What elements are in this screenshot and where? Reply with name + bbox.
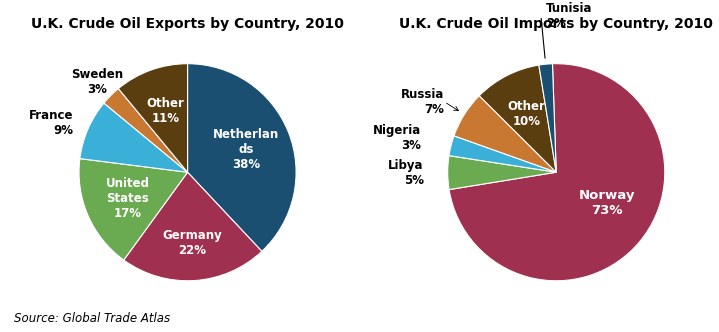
Text: Libya
5%: Libya 5% (388, 159, 423, 187)
Wedge shape (124, 172, 262, 281)
Wedge shape (188, 64, 296, 251)
Text: Tunisia
2%: Tunisia 2% (546, 2, 592, 30)
Wedge shape (539, 64, 557, 172)
Text: Netherlan
ds
38%: Netherlan ds 38% (213, 127, 279, 171)
Text: France
9%: France 9% (29, 109, 73, 137)
Text: Norway
73%: Norway 73% (579, 189, 636, 217)
Wedge shape (454, 96, 557, 172)
Wedge shape (79, 159, 188, 260)
Wedge shape (104, 89, 188, 172)
Wedge shape (448, 156, 557, 190)
Text: Nigeria
3%: Nigeria 3% (373, 124, 421, 152)
Wedge shape (119, 64, 188, 172)
Wedge shape (449, 64, 665, 281)
Title: U.K. Crude Oil Exports by Country, 2010: U.K. Crude Oil Exports by Country, 2010 (31, 17, 344, 31)
Wedge shape (449, 136, 557, 172)
Text: United
States
17%: United States 17% (106, 177, 150, 219)
Text: Germany
22%: Germany 22% (162, 229, 222, 257)
Text: Russia
7%: Russia 7% (400, 88, 444, 116)
Title: U.K. Crude Oil Imports by Country, 2010: U.K. Crude Oil Imports by Country, 2010 (399, 17, 713, 31)
Text: Sweden
3%: Sweden 3% (71, 68, 123, 96)
Wedge shape (480, 65, 557, 172)
Wedge shape (80, 103, 188, 172)
Text: Other
11%: Other 11% (147, 97, 185, 125)
Text: Source: Global Trade Atlas: Source: Global Trade Atlas (14, 312, 170, 325)
Text: Other
10%: Other 10% (508, 100, 546, 128)
